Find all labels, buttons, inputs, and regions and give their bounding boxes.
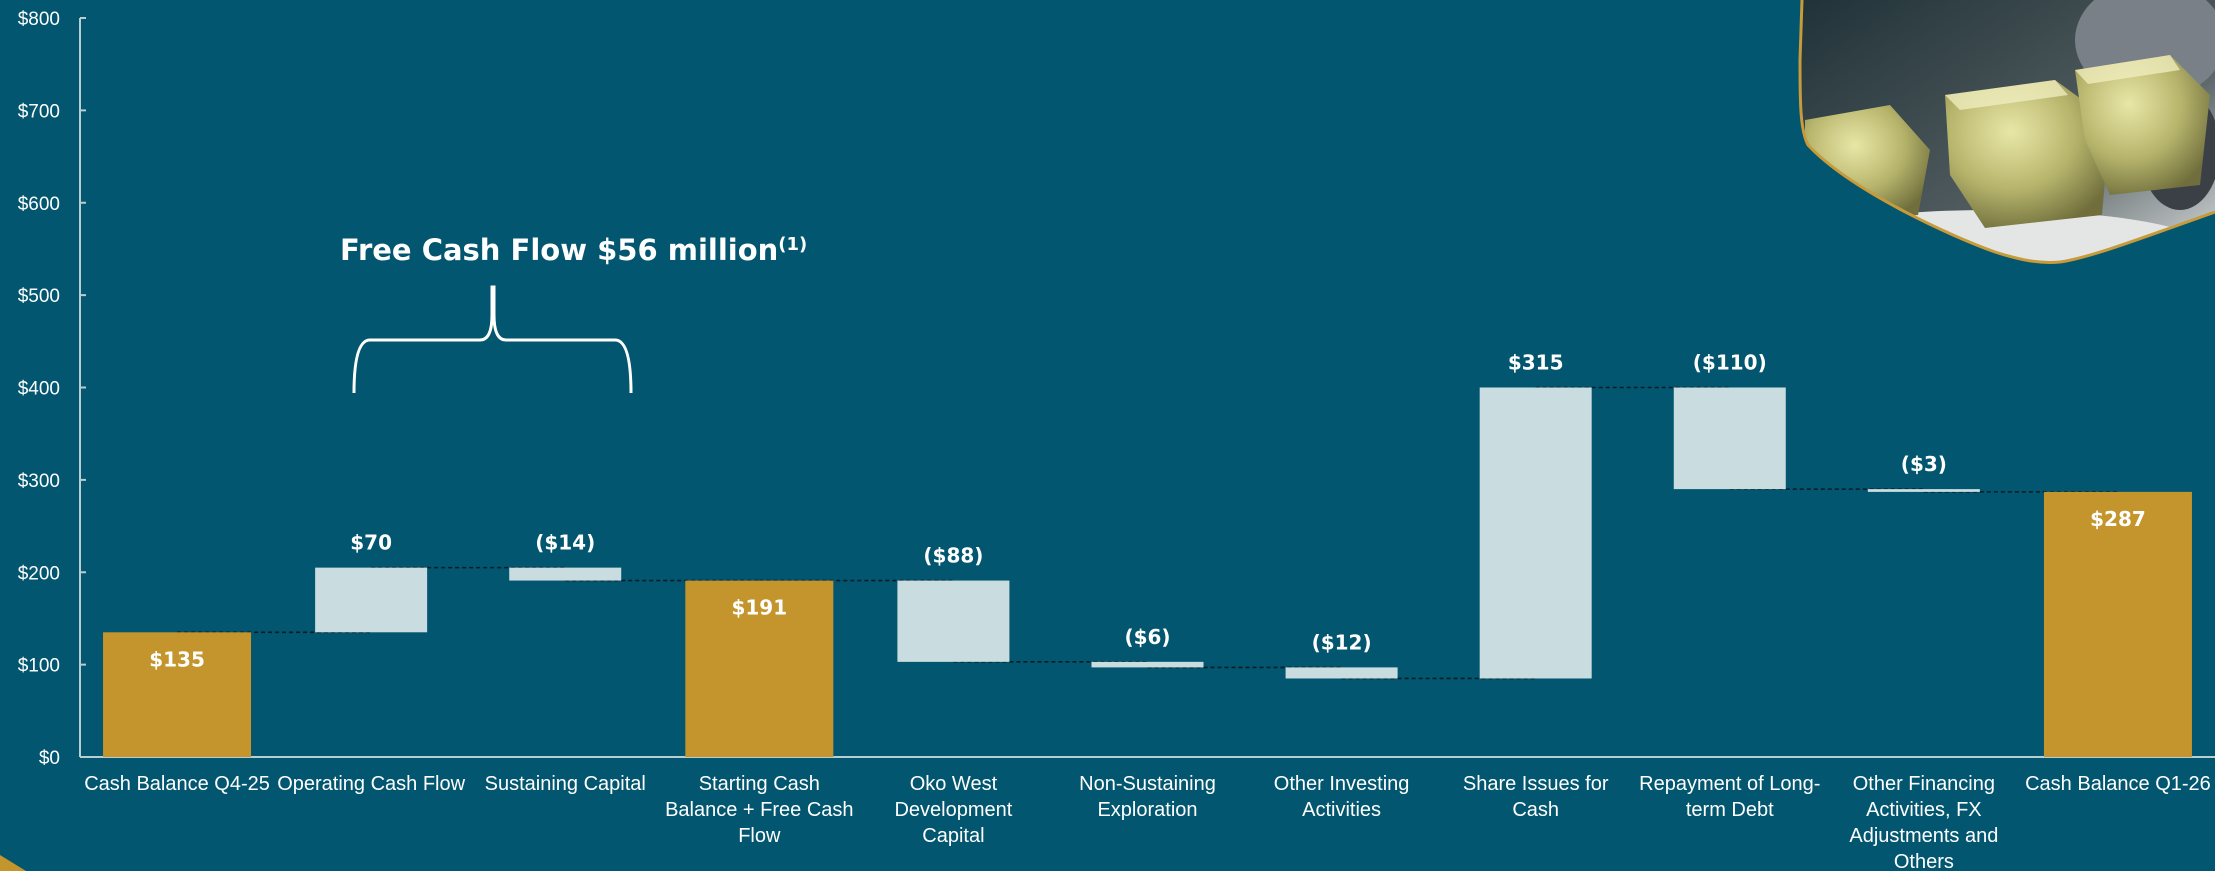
- bar-6: [1285, 667, 1398, 679]
- x-tick-label: Repayment of Long-term Debt: [1639, 773, 1820, 821]
- gold-bars-photo: [1798, 0, 2215, 264]
- data-label: $315: [1508, 351, 1564, 375]
- bar-9: [1867, 489, 1980, 492]
- x-tick-label: Operating Cash Flow: [277, 773, 465, 795]
- data-label: ($110): [1693, 351, 1767, 375]
- data-label: ($14): [535, 531, 595, 555]
- y-tick-label: $200: [18, 563, 60, 584]
- x-tick-label: Other Financing Activities, FX Adjustments…: [1849, 773, 1998, 871]
- y-axis-ticks: $0 $100 $200 $300 $400 $500 $600 $700 $800: [18, 9, 86, 769]
- y-tick-label: $700: [18, 101, 60, 122]
- data-label: ($6): [1124, 625, 1170, 649]
- bar-10: [2043, 491, 2192, 757]
- brace-shape: [352, 285, 633, 394]
- data-label: $287: [2090, 507, 2146, 531]
- x-tick-label: Non-Sustaining Exploration: [1079, 773, 1216, 821]
- bar-1: [315, 567, 428, 633]
- bar-8: [1673, 387, 1786, 490]
- y-tick-label: $500: [18, 286, 60, 307]
- bar-5: [1091, 661, 1204, 668]
- data-label: $70: [350, 531, 392, 555]
- x-tick-label: Other Investing Activities: [1274, 773, 1410, 821]
- bar-0: [103, 632, 252, 757]
- x-tick-label: Oko West Development Capital: [894, 773, 1012, 847]
- data-label: $135: [149, 647, 205, 671]
- data-label: $191: [731, 596, 787, 620]
- corner-accent: [0, 855, 26, 871]
- annotation-text: Free Cash Flow $56 million(1): [340, 233, 807, 267]
- data-label: ($88): [923, 544, 983, 568]
- x-tick-label: Sustaining Capital: [485, 773, 646, 795]
- bar-2: [509, 567, 622, 581]
- y-tick-label: $0: [39, 748, 60, 769]
- y-tick-label: $800: [18, 9, 60, 30]
- y-tick-label: $400: [18, 379, 60, 400]
- data-label: ($3): [1901, 452, 1947, 476]
- y-tick-label: $600: [18, 194, 60, 215]
- x-axis-labels: Cash Balance Q4-25 Operating Cash Flow Sus…: [84, 773, 2211, 871]
- data-labels: $135 $70 ($14) $191 ($88) ($6) ($12) $315 ($110)…: [149, 351, 2146, 672]
- bar-7: [1479, 387, 1592, 679]
- x-tick-label: Cash Balance Q4-25: [84, 773, 270, 795]
- data-label: ($12): [1312, 630, 1372, 654]
- x-tick-label: Share Issues for Cash: [1463, 773, 1609, 821]
- y-tick-label: $300: [18, 471, 60, 492]
- x-tick-label: Starting Cash Balance + Free Cash Flow: [665, 773, 853, 847]
- free-cash-flow-annotation: Free Cash Flow $56 million(1): [340, 233, 807, 394]
- bar-3: [685, 580, 834, 757]
- bar-4: [897, 580, 1010, 662]
- y-tick-label: $100: [18, 656, 60, 677]
- x-tick-label: Cash Balance Q1-26: [2025, 773, 2211, 795]
- bars: [103, 387, 2192, 757]
